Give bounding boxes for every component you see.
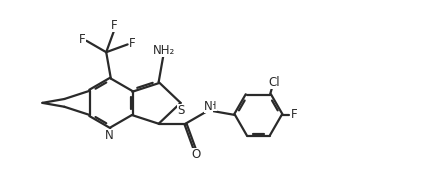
Text: F: F [111, 19, 117, 32]
Text: N: N [204, 100, 212, 113]
Text: Cl: Cl [268, 76, 280, 89]
Text: NH₂: NH₂ [153, 44, 175, 57]
Text: F: F [79, 33, 86, 46]
Text: N: N [104, 129, 113, 142]
Text: O: O [191, 148, 200, 161]
Text: H: H [209, 101, 217, 111]
Text: F: F [129, 37, 136, 50]
Text: S: S [177, 104, 185, 117]
Text: F: F [291, 108, 298, 121]
